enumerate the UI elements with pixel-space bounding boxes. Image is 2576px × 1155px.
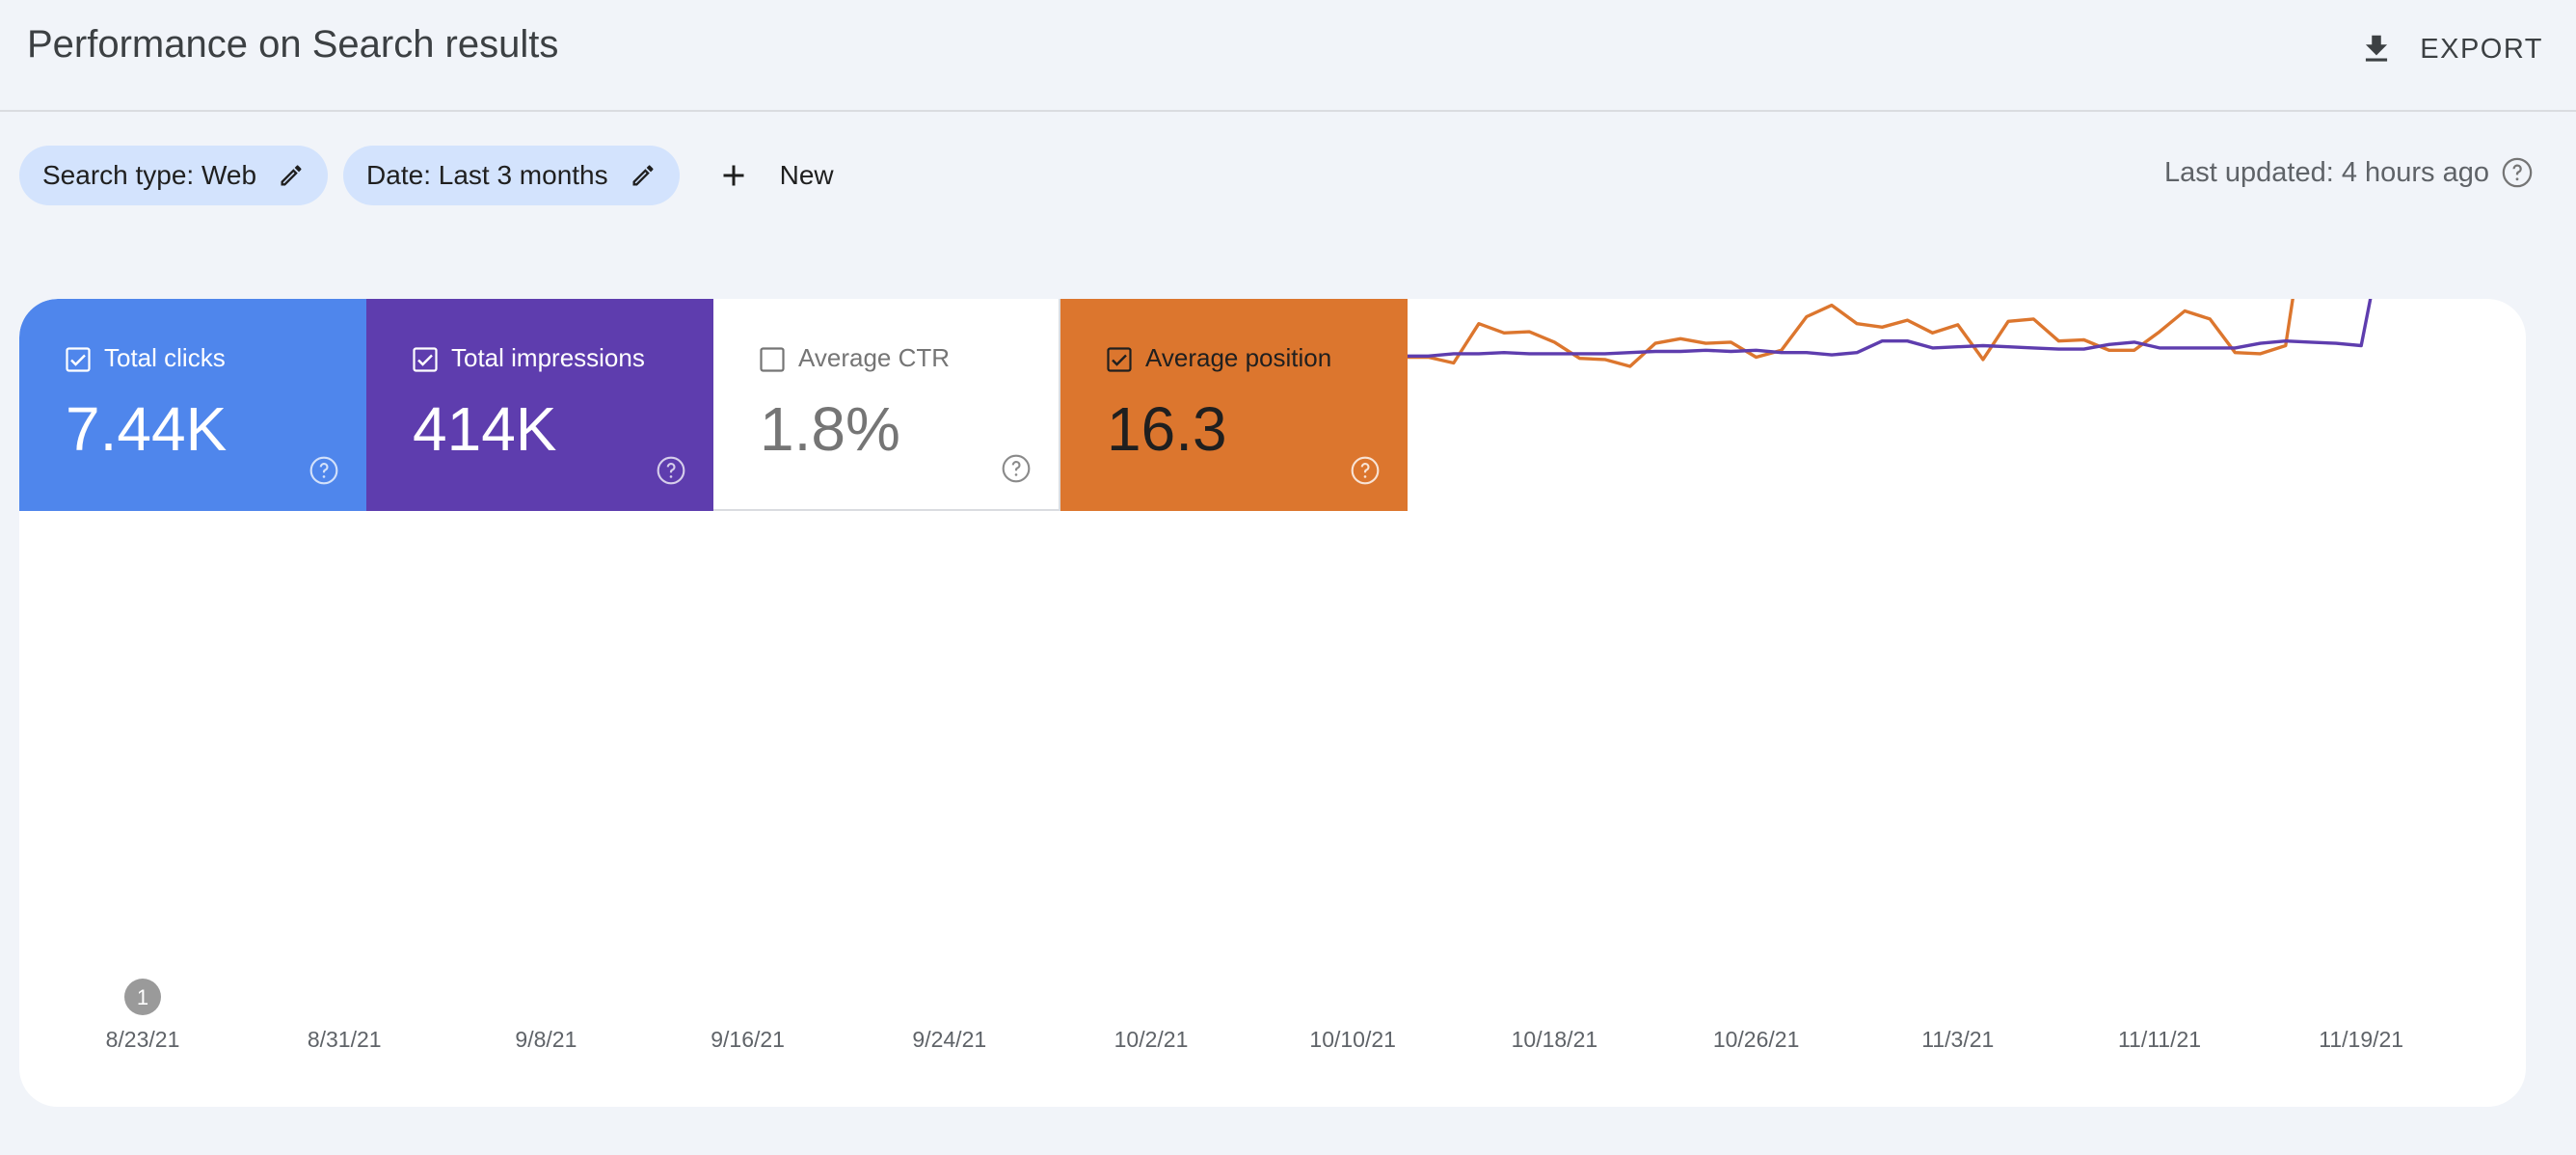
annotation-label: 1 [137,985,148,1009]
x-tick-label: 8/23/21 [106,1027,180,1052]
help-icon[interactable] [656,455,686,486]
metric-value: 16.3 [1107,394,1227,464]
date-chip[interactable]: Date: Last 3 months [343,146,680,205]
metric-value: 414K [413,394,557,464]
last-updated: Last updated: 4 hours ago [2164,156,2534,189]
checkbox-unchecked-icon[interactable] [760,347,785,372]
pencil-icon [281,165,302,186]
annotation-circle [124,979,161,1015]
metric-label: Total clicks [104,343,226,372]
search-type-label: Search type: Web [42,160,257,190]
export-label: EXPORT [2420,33,2543,65]
x-tick-label: 10/18/21 [1512,1027,1598,1052]
metric-average-ctr[interactable]: Average CTR 1.8% [713,299,1060,511]
metric-total-clicks[interactable]: Total clicks 7.44K [19,299,366,511]
metric-value: 7.44K [66,394,228,464]
checkbox-checked-icon[interactable] [66,347,91,372]
x-tick-label: 9/16/21 [711,1027,785,1052]
page-header: Performance on Search results EXPORT [0,0,2576,112]
download-icon [2366,35,2388,62]
x-tick-label: 11/3/21 [1921,1027,1994,1052]
last-updated-text: Last updated: 4 hours ago [2164,156,2489,188]
metric-label: Total impressions [451,343,645,372]
date-label: Date: Last 3 months [366,160,608,190]
help-icon[interactable] [2501,156,2534,189]
metric-value: 1.8% [760,394,900,464]
annotation-marker[interactable]: 1 [124,979,161,1015]
x-tick-label: 10/26/21 [1713,1027,1800,1052]
x-tick-label: 11/19/21 [2319,1027,2403,1052]
help-icon[interactable] [1350,455,1381,486]
checkbox-checked-icon[interactable] [1107,347,1132,372]
metric-total-impressions[interactable]: Total impressions 414K [366,299,713,511]
metric-average-position[interactable]: Average position 16.3 [1060,299,1408,511]
x-tick-label: 8/31/21 [308,1027,382,1052]
help-icon[interactable] [309,455,339,486]
x-tick-label: 9/24/21 [912,1027,986,1052]
new-filter-button[interactable]: New [699,146,851,205]
search-type-chip[interactable]: Search type: Web [19,146,329,205]
plus-icon [723,165,744,186]
x-tick-label: 10/2/21 [1114,1027,1189,1052]
page-title: Performance on Search results [27,23,559,66]
performance-chart: 8/23/21 8/31/21 9/8/21 9/16/21 9/24/21 10/2/2… [106,299,2403,1052]
x-tick-label: 10/10/21 [1309,1027,1396,1052]
filter-bar: Search type: Web Date: Last 3 months New [19,146,851,205]
performance-card: 8/23/21 8/31/21 9/8/21 9/16/21 9/24/21 10/2/2… [19,299,2526,1107]
metric-label: Average CTR [798,343,951,372]
checkbox-checked-icon[interactable] [413,347,438,372]
metric-label: Average position [1145,343,1332,372]
export-button[interactable]: EXPORT [2358,25,2543,73]
help-icon[interactable] [1001,453,1032,484]
new-filter-label: New [779,160,834,190]
pencil-icon [632,165,654,186]
x-tick-label: 9/8/21 [515,1027,577,1052]
x-tick-label: 11/11/21 [2118,1027,2201,1052]
